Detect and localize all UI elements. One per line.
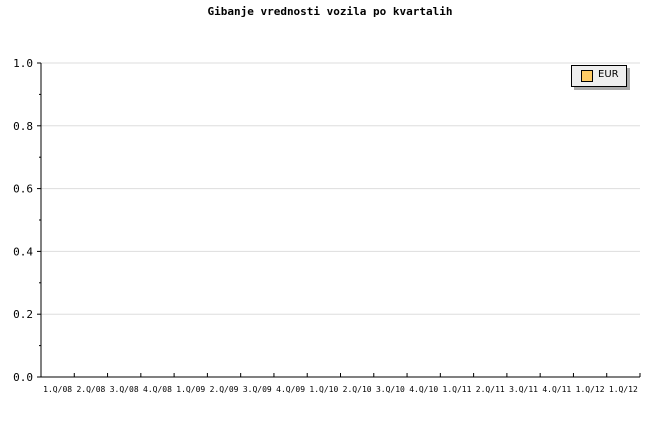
y-tick-label: 0.6 [13,183,33,196]
x-tick-label: 1.Q/12 [609,385,638,394]
x-tick-label: 4.Q/09 [276,385,305,394]
x-tick-label: 2.Q/10 [343,385,372,394]
legend: EUR [571,65,627,87]
x-tick-label: 1.Q/11 [443,385,472,394]
x-tick-label: 3.Q/09 [243,385,272,394]
x-tick-label: 3.Q/08 [110,385,139,394]
y-tick-label: 0.0 [13,371,33,384]
x-tick-label: 2.Q/11 [476,385,505,394]
x-tick-label: 1.Q/09 [176,385,205,394]
x-tick-label: 2.Q/08 [76,385,105,394]
x-tick-label: 3.Q/11 [509,385,538,394]
x-tick-label: 2.Q/09 [210,385,239,394]
legend-swatch [581,70,593,82]
x-tick-label: 1.Q/12 [576,385,605,394]
x-tick-label: 4.Q/11 [542,385,571,394]
x-tick-label: 1.Q/10 [309,385,338,394]
y-tick-label: 0.4 [13,245,33,258]
y-tick-label: 0.8 [13,120,33,133]
y-tick-label: 1.0 [13,57,33,70]
x-tick-label: 1.Q/08 [43,385,72,394]
x-tick-label: 3.Q/10 [376,385,405,394]
legend-label: EUR [598,69,619,80]
x-tick-label: 4.Q/08 [143,385,172,394]
y-tick-label: 0.2 [13,308,33,321]
x-tick-label: 4.Q/10 [409,385,438,394]
chart-title: Gibanje vrednosti vozila po kvartalih [207,5,453,18]
